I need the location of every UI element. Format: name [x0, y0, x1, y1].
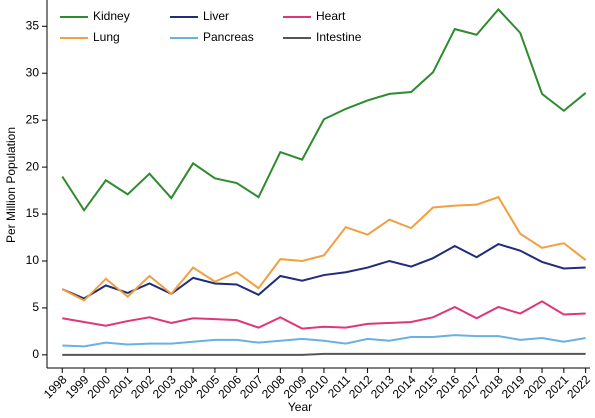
series-line	[62, 334, 586, 348]
x-tick-label: 2019	[499, 372, 528, 401]
x-tick-label: 2010	[303, 372, 332, 401]
y-tick-label: 30	[26, 65, 40, 79]
x-tick-label: 2011	[325, 372, 353, 400]
x-tick-label: 2003	[150, 372, 179, 401]
y-tick-label: 15	[26, 206, 40, 220]
series-line	[62, 352, 586, 356]
x-tick-label: 2004	[172, 372, 201, 401]
legend-label: Lung	[93, 30, 120, 44]
x-tick-label: 2008	[259, 372, 288, 401]
y-tick-label: 0	[32, 347, 39, 361]
x-tick-label: 2002	[128, 372, 157, 401]
x-tick-label: 2009	[281, 372, 310, 401]
x-tick-label: 2000	[84, 372, 113, 401]
x-tick-label: 2013	[368, 372, 397, 401]
x-tick-label: 2012	[346, 372, 375, 401]
series-line	[61, 195, 587, 302]
x-tick-label: 2021	[542, 372, 571, 401]
x-tick-label: 2022	[564, 372, 593, 401]
x-tick-label: 2020	[521, 372, 550, 401]
legend-label: Pancreas	[203, 30, 254, 44]
x-tick-label: 2018	[477, 372, 506, 401]
x-tick-label: 2014	[390, 372, 419, 401]
y-tick-label: 25	[26, 112, 40, 126]
x-tick-label: 2017	[455, 372, 484, 401]
x-tick-label: 2006	[215, 372, 244, 401]
x-tick-label: 1998	[41, 372, 70, 401]
legend-label: Intestine	[316, 30, 362, 44]
y-tick-label: 10	[26, 253, 40, 267]
x-tick-label: 2015	[412, 372, 441, 401]
x-tick-label: 2016	[433, 372, 462, 401]
y-tick-label: 35	[26, 18, 40, 32]
legend-label: Kidney	[93, 9, 130, 23]
x-tick-label: 2001	[106, 372, 135, 401]
legend-label: Heart	[316, 9, 346, 23]
series-line	[62, 300, 586, 330]
x-tick-label: 1999	[63, 372, 92, 401]
y-tick-label: 5	[32, 300, 39, 314]
y-axis-label: Per Million Population	[4, 127, 18, 243]
series-line	[61, 7, 587, 213]
y-tick-label: 20	[26, 159, 40, 173]
x-tick-label: 2007	[237, 372, 266, 401]
series-line	[61, 242, 586, 300]
x-tick-label: 2005	[193, 372, 222, 401]
legend-label: Liver	[203, 9, 229, 23]
x-axis-label: Year	[288, 400, 312, 414]
